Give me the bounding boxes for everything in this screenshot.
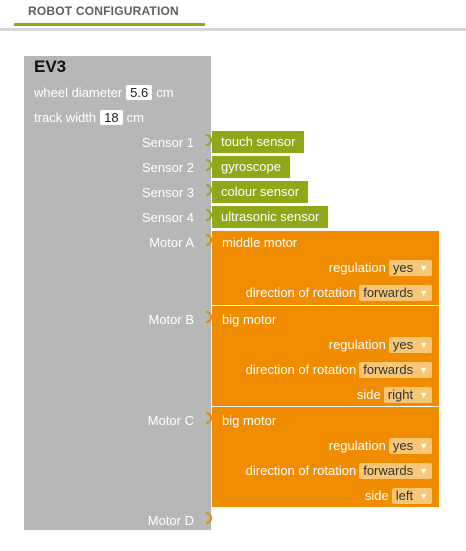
connector-notch-icon [206,412,212,424]
dropdown-caret-icon: ▼ [419,288,428,298]
ev3-brick-block[interactable]: EV3 wheel diameter 5.6 cm track width 18 cm … [24,56,212,530]
side-label: side [356,387,381,402]
track-width-field[interactable]: 18 [100,110,123,125]
direction-label: direction of rotation [245,463,357,478]
dropdown-caret-icon: ▼ [419,441,428,451]
regulation-label: regulation [328,438,386,453]
side-label: side [364,488,389,503]
regulation-value: yes [392,337,414,352]
direction-value: forwards [363,362,414,377]
dropdown-caret-icon: ▼ [419,390,428,400]
direction-dropdown[interactable]: forwards ▼ [359,362,432,378]
direction-value: forwards [363,463,414,478]
port-label-motor-b: Motor B [148,312,194,327]
empty-port-notch-icon[interactable] [206,512,212,524]
wheel-diameter-field[interactable]: 5.6 [126,85,153,100]
direction-dropdown[interactable]: forwards ▼ [359,463,432,479]
port-label-motor-d: Motor D [147,513,194,528]
connector-notch-icon [206,311,212,323]
direction-value: forwards [363,285,414,300]
motor-block-big-motor-b[interactable]: big motor regulation yes ▼ direction of ro… [212,306,439,406]
regulation-dropdown[interactable]: yes ▼ [388,337,432,353]
dropdown-caret-icon: ▼ [419,491,428,501]
side-value: left [395,488,414,503]
track-width-unit: cm [126,110,144,125]
port-label-motor-c: Motor C [147,413,194,428]
brick-title: EV3 [34,57,67,76]
direction-row: direction of rotation forwards ▼ [246,362,432,378]
regulation-label: regulation [328,337,386,352]
side-dropdown[interactable]: right ▼ [383,387,432,403]
connector-notch-icon [206,184,212,196]
connector-notch-icon [206,234,212,246]
sensor-block-touch[interactable]: touch sensor [212,131,305,153]
wheel-diameter-unit: cm [156,85,174,100]
port-label-sensor-2: Sensor 2 [141,160,194,175]
side-value: right [387,387,414,402]
direction-row: direction of rotation forwards ▼ [246,463,432,479]
dropdown-caret-icon: ▼ [419,365,428,375]
wheel-diameter-row: wheel diameter 5.6 cm [34,85,174,100]
connector-notch-icon [206,209,212,221]
tab-label: ROBOT CONFIGURATION [28,4,179,18]
side-row: side left ▼ [365,488,432,504]
active-tab-indicator [14,23,205,26]
dropdown-caret-icon: ▼ [419,340,428,350]
port-label-sensor-1: Sensor 1 [141,135,194,150]
side-dropdown[interactable]: left ▼ [391,488,432,504]
direction-row: direction of rotation forwards ▼ [246,285,432,301]
sensor-block-colour[interactable]: colour sensor [212,181,309,203]
dropdown-caret-icon: ▼ [419,263,428,273]
motor-block-big-motor-c[interactable]: big motor regulation yes ▼ direction of ro… [212,407,439,507]
port-label-sensor-3: Sensor 3 [141,185,194,200]
port-label-sensor-4: Sensor 4 [141,210,194,225]
regulation-row: regulation yes ▼ [329,438,432,454]
regulation-row: regulation yes ▼ [329,337,432,353]
direction-dropdown[interactable]: forwards ▼ [359,285,432,301]
motor-block-middle-motor[interactable]: middle motor regulation yes ▼ direction of… [212,231,439,305]
connector-notch-icon [206,159,212,171]
regulation-dropdown[interactable]: yes ▼ [388,438,432,454]
direction-label: direction of rotation [245,362,357,377]
wheel-diameter-label: wheel diameter [34,85,123,100]
tab-robot-configuration[interactable]: ROBOT CONFIGURATION [14,0,205,26]
dropdown-caret-icon: ▼ [419,466,428,476]
motor-type-label: big motor [222,312,277,327]
motor-type-label: middle motor [222,235,298,250]
regulation-value: yes [392,260,414,275]
sensor-block-ultrasonic[interactable]: ultrasonic sensor [212,206,329,228]
track-width-row: track width 18 cm [34,110,144,125]
sensor-block-gyroscope[interactable]: gyroscope [212,156,290,178]
motor-type-label: big motor [222,413,277,428]
connector-notch-icon [206,134,212,146]
regulation-row: regulation yes ▼ [329,260,432,276]
regulation-value: yes [392,438,414,453]
header-divider [0,28,466,31]
side-row: side right ▼ [357,387,432,403]
regulation-dropdown[interactable]: yes ▼ [388,260,432,276]
track-width-label: track width [34,110,97,125]
direction-label: direction of rotation [245,285,357,300]
regulation-label: regulation [328,260,386,275]
port-label-motor-a: Motor A [149,235,194,250]
